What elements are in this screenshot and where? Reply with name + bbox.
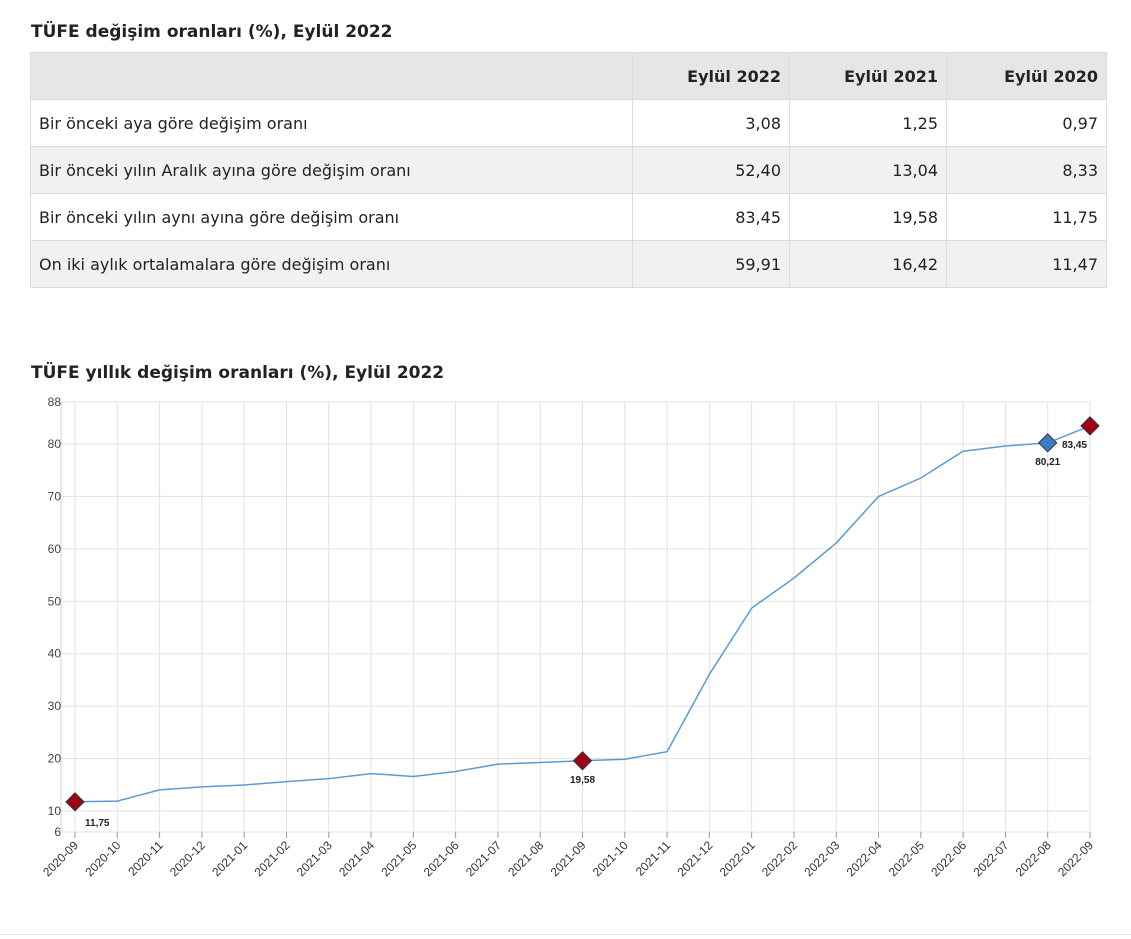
x-tick-label: 2020-09 xyxy=(40,838,81,879)
cell-value: 13,04 xyxy=(789,146,947,194)
row-label: Bir önceki yılın Aralık ayına göre değiş… xyxy=(30,146,633,194)
cell-value: 83,45 xyxy=(632,193,790,241)
table-row: Bir önceki yılın Aralık ayına göre değiş… xyxy=(30,146,1107,194)
x-tick-label: 2021-04 xyxy=(336,838,377,879)
y-tick-label: 70 xyxy=(48,489,62,503)
x-tick-label: 2022-08 xyxy=(1013,838,1054,879)
x-tick-label: 2021-01 xyxy=(209,838,250,879)
table-header-col: Eylül 2020 xyxy=(946,52,1107,100)
row-label: Bir önceki aya göre değişim oranı xyxy=(30,99,633,147)
table-row: On iki aylık ortalamalara göre değişim o… xyxy=(30,240,1107,288)
x-tick-label: 2022-09 xyxy=(1055,838,1096,879)
y-tick-label: 50 xyxy=(48,594,62,608)
table-header-col: Eylül 2022 xyxy=(632,52,790,100)
x-tick-label: 2021-10 xyxy=(590,838,631,879)
x-tick-label: 2021-02 xyxy=(252,838,293,879)
x-tick-label: 2021-11 xyxy=(633,838,674,879)
tufe-table: Eylül 2022 Eylül 2021 Eylül 2020 Bir önc… xyxy=(30,52,1107,288)
x-tick-label: 2021-09 xyxy=(548,838,589,879)
y-tick-label: 6 xyxy=(54,825,61,839)
table-header-row: Eylül 2022 Eylül 2021 Eylül 2020 xyxy=(30,52,1107,100)
data-point-marker xyxy=(65,792,85,812)
data-label: 11,75 xyxy=(85,818,110,829)
x-tick-label: 2020-12 xyxy=(167,838,208,879)
table-header-col: Eylül 2021 xyxy=(789,52,947,100)
table-header-empty xyxy=(30,52,633,100)
y-tick-label: 30 xyxy=(48,699,62,713)
y-tick-label: 88 xyxy=(48,395,62,409)
x-tick-label: 2022-03 xyxy=(801,838,842,879)
x-tick-label: 2022-05 xyxy=(886,838,927,879)
line-chart: 6 10 20 30 40 50 60 70 80 88 2020-09 2020-10 2020-11… xyxy=(40,395,1100,879)
divider xyxy=(0,934,1131,935)
data-label: 80,21 xyxy=(1035,457,1060,468)
row-label: On iki aylık ortalamalara göre değişim o… xyxy=(30,240,633,288)
data-point-marker xyxy=(1080,416,1100,436)
y-tick-label: 80 xyxy=(48,437,62,451)
x-tick-label: 2022-01 xyxy=(717,838,758,879)
y-tick-label: 10 xyxy=(48,804,62,818)
y-tick-label: 20 xyxy=(48,752,62,766)
chart-title: TÜFE yıllık değişim oranları (%), Eylül … xyxy=(31,363,445,383)
cell-value: 16,42 xyxy=(789,240,947,288)
y-tick-label: 60 xyxy=(48,542,62,556)
cell-value: 0,97 xyxy=(946,99,1107,147)
y-tick-label: 40 xyxy=(48,647,62,661)
x-tick-label: 2021-03 xyxy=(294,838,335,879)
cell-value: 11,47 xyxy=(946,240,1107,288)
x-tick-label: 2021-08 xyxy=(505,838,546,879)
table-row: Bir önceki aya göre değişim oranı 3,08 1… xyxy=(30,99,1107,147)
table-row: Bir önceki yılın aynı ayına göre değişim… xyxy=(30,193,1107,241)
table-title: TÜFE değişim oranları (%), Eylül 2022 xyxy=(31,22,393,42)
x-tick-label: 2021-07 xyxy=(463,838,504,879)
x-tick-label: 2020-11 xyxy=(125,838,166,879)
cell-value: 1,25 xyxy=(789,99,947,147)
data-point-marker xyxy=(1038,433,1058,453)
cell-value: 19,58 xyxy=(789,193,947,241)
x-tick-label: 2022-06 xyxy=(928,838,969,879)
x-tick-label: 2020-10 xyxy=(82,838,123,879)
x-tick-label: 2022-02 xyxy=(759,838,800,879)
cell-value: 3,08 xyxy=(632,99,790,147)
cell-value: 11,75 xyxy=(946,193,1107,241)
x-tick-label: 2021-06 xyxy=(421,838,462,879)
x-tick-label: 2021-05 xyxy=(378,838,419,879)
data-point-marker xyxy=(572,751,593,771)
x-tick-label: 2021-12 xyxy=(674,838,715,879)
row-label: Bir önceki yılın aynı ayına göre değişim… xyxy=(30,193,633,241)
cell-value: 52,40 xyxy=(632,146,790,194)
x-tick-label: 2022-04 xyxy=(844,838,885,879)
data-label: 19,58 xyxy=(570,775,595,786)
cell-value: 8,33 xyxy=(946,146,1107,194)
data-label: 83,45 xyxy=(1062,440,1087,451)
cell-value: 59,91 xyxy=(632,240,790,288)
x-tick-label: 2022-07 xyxy=(970,838,1011,879)
